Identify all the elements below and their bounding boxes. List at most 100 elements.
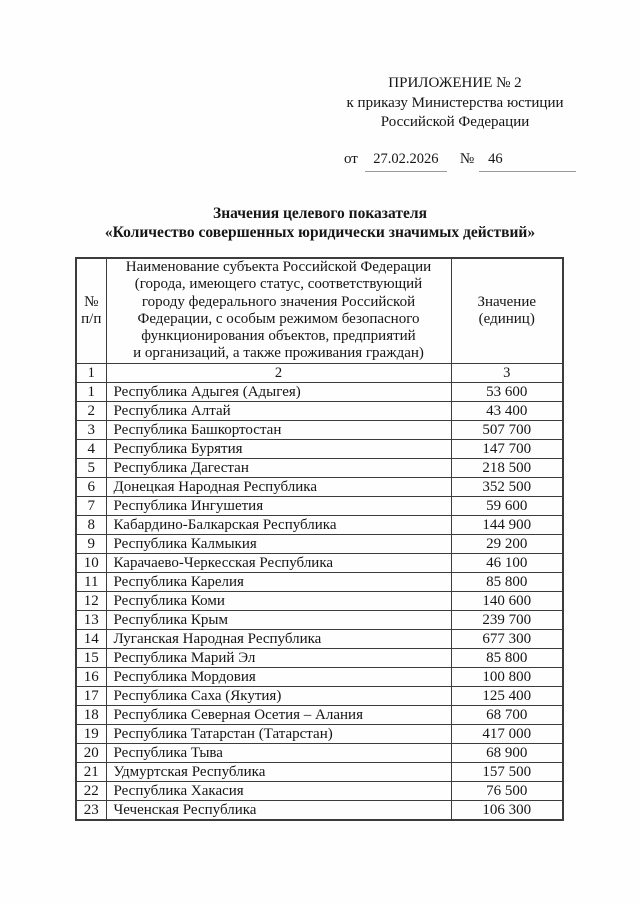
row-number-cell: 16 bbox=[75, 666, 107, 687]
region-name-cell: Удмуртская Республика bbox=[105, 761, 452, 782]
value-cell: 106 300 bbox=[450, 799, 564, 821]
table-row: 4 Республика Бурятия 147 700 bbox=[75, 438, 564, 459]
region-name-cell: Республика Саха (Якутия) bbox=[105, 685, 452, 706]
row-number-cell: 8 bbox=[75, 514, 107, 535]
value-cell: 76 500 bbox=[450, 780, 564, 801]
value-cell: 46 100 bbox=[450, 552, 564, 573]
row-number-cell: 20 bbox=[75, 742, 107, 763]
region-name-cell: Республика Крым bbox=[105, 609, 452, 630]
value-cell: 140 600 bbox=[450, 590, 564, 611]
row-number-cell: 14 bbox=[75, 628, 107, 649]
value-cell: 157 500 bbox=[450, 761, 564, 782]
row-number-cell: 18 bbox=[75, 704, 107, 725]
order-date-line: от 27.02.2026 № 46 bbox=[344, 151, 577, 172]
row-number-cell: 15 bbox=[75, 647, 107, 668]
row-number-cell: 11 bbox=[75, 571, 107, 592]
row-number-cell: 3 bbox=[75, 419, 107, 440]
table-row: 10 Карачаево-Черкесская Республика 46 100 bbox=[75, 552, 564, 573]
table-row: 3 Республика Башкортостан 507 700 bbox=[75, 419, 564, 440]
table-row: 11 Республика Карелия 85 800 bbox=[75, 571, 564, 592]
row-number-cell: 7 bbox=[75, 495, 107, 516]
document-title-line2: «Количество совершенных юридически значи… bbox=[104, 223, 536, 241]
appendix-header: ПРИЛОЖЕНИЕ № 2 к приказу Министерства юс… bbox=[336, 74, 574, 133]
value-cell: 59 600 bbox=[450, 495, 564, 516]
table-row: 23 Чеченская Республика 106 300 bbox=[75, 799, 564, 821]
value-cell: 68 900 bbox=[450, 742, 564, 763]
value-cell: 147 700 bbox=[450, 438, 564, 459]
row-number-cell: 19 bbox=[75, 723, 107, 744]
row-number-cell: 22 bbox=[75, 780, 107, 801]
document-title: Значения целевого показателя «Количество… bbox=[0, 205, 640, 242]
table-row: 6 Донецкая Народная Республика 352 500 bbox=[75, 476, 564, 497]
table-row: 14 Луганская Народная Республика 677 300 bbox=[75, 628, 564, 649]
row-number-cell: 2 bbox=[75, 400, 107, 421]
row-number-cell: 13 bbox=[75, 609, 107, 630]
appendix-subtitle-line1: к приказу Министерства юстиции bbox=[346, 94, 564, 111]
table-row: 16 Республика Мордовия 100 800 bbox=[75, 666, 564, 687]
table-row: 18 Республика Северная Осетия – Алания 68 … bbox=[75, 704, 564, 725]
region-name-cell: Республика Татарстан (Татарстан) bbox=[105, 723, 452, 744]
table-row: 15 Республика Марий Эл 85 800 bbox=[75, 647, 564, 668]
region-name-cell: Республика Алтай bbox=[105, 400, 452, 421]
value-cell: 352 500 bbox=[450, 476, 564, 497]
value-cell: 85 800 bbox=[450, 647, 564, 668]
table-row: 2 Республика Алтай 43 400 bbox=[75, 400, 564, 421]
table-row: 7 Республика Ингушетия 59 600 bbox=[75, 495, 564, 516]
appendix-subtitle-line2: Российской Федерации bbox=[380, 114, 530, 130]
row-number-cell: 1 bbox=[75, 381, 107, 402]
value-cell: 43 400 bbox=[450, 400, 564, 421]
region-name-cell: Республика Коми bbox=[105, 590, 452, 611]
values-table: № п/п Наименование субъекта Российской Ф… bbox=[75, 257, 564, 821]
column-number-1: 1 bbox=[75, 362, 107, 383]
row-number-cell: 23 bbox=[75, 799, 107, 821]
table-row: 1 Республика Адыгея (Адыгея) 53 600 bbox=[75, 381, 564, 402]
header-cell-value: Значение (единиц) bbox=[450, 257, 564, 364]
region-name-cell: Донецкая Народная Республика bbox=[105, 476, 452, 497]
table-row: 13 Республика Крым 239 700 bbox=[75, 609, 564, 630]
value-cell: 100 800 bbox=[450, 666, 564, 687]
row-number-cell: 10 bbox=[75, 552, 107, 573]
region-name-cell: Республика Марий Эл bbox=[105, 647, 452, 668]
row-number-cell: 6 bbox=[75, 476, 107, 497]
table-row: 19 Республика Татарстан (Татарстан) 417 00… bbox=[75, 723, 564, 744]
region-name-cell: Луганская Народная Республика bbox=[105, 628, 452, 649]
order-date-value: 27.02.2026 bbox=[364, 151, 447, 172]
value-cell: 29 200 bbox=[450, 533, 564, 554]
region-name-cell: Чеченская Республика bbox=[105, 799, 452, 821]
region-name-cell: Республика Калмыкия bbox=[105, 533, 452, 554]
table-row: 17 Республика Саха (Якутия) 125 400 bbox=[75, 685, 564, 706]
region-name-cell: Республика Мордовия bbox=[105, 666, 452, 687]
region-name-cell: Республика Адыгея (Адыгея) bbox=[105, 381, 452, 402]
region-name-cell: Республика Хакасия bbox=[105, 780, 452, 801]
value-cell: 239 700 bbox=[450, 609, 564, 630]
value-cell: 677 300 bbox=[450, 628, 564, 649]
row-number-cell: 17 bbox=[75, 685, 107, 706]
region-name-cell: Республика Северная Осетия – Алания bbox=[105, 704, 452, 725]
table-body: 1 Республика Адыгея (Адыгея) 53 600 2 Респуб… bbox=[75, 381, 564, 821]
table-row: 21 Удмуртская Республика 157 500 bbox=[75, 761, 564, 782]
table-row: 20 Республика Тыва 68 900 bbox=[75, 742, 564, 763]
value-cell: 507 700 bbox=[450, 419, 564, 440]
header-cell-region-name: Наименование субъекта Российской Федерац… bbox=[105, 257, 452, 364]
row-number-cell: 4 bbox=[75, 438, 107, 459]
header-cell-number: № п/п bbox=[75, 257, 107, 364]
table-row: 9 Республика Калмыкия 29 200 bbox=[75, 533, 564, 554]
table-row: 12 Республика Коми 140 600 bbox=[75, 590, 564, 611]
value-cell: 417 000 bbox=[450, 723, 564, 744]
row-number-cell: 5 bbox=[75, 457, 107, 478]
value-cell: 144 900 bbox=[450, 514, 564, 535]
value-cell: 125 400 bbox=[450, 685, 564, 706]
region-name-cell: Республика Бурятия bbox=[105, 438, 452, 459]
value-cell: 68 700 bbox=[450, 704, 564, 725]
column-number-3: 3 bbox=[450, 362, 564, 383]
date-from-label: от bbox=[344, 151, 358, 167]
table-row: 5 Республика Дагестан 218 500 bbox=[75, 457, 564, 478]
table-row: 8 Кабардино-Балкарская Республика 144 900 bbox=[75, 514, 564, 535]
row-number-cell: 12 bbox=[75, 590, 107, 611]
table-header-row: № п/п Наименование субъекта Российской Ф… bbox=[75, 257, 564, 364]
order-number-value: 46 bbox=[479, 151, 577, 172]
column-numbering-row: 1 2 3 bbox=[75, 362, 564, 383]
region-name-cell: Карачаево-Черкесская Республика bbox=[105, 552, 452, 573]
table-row: 22 Республика Хакасия 76 500 bbox=[75, 780, 564, 801]
